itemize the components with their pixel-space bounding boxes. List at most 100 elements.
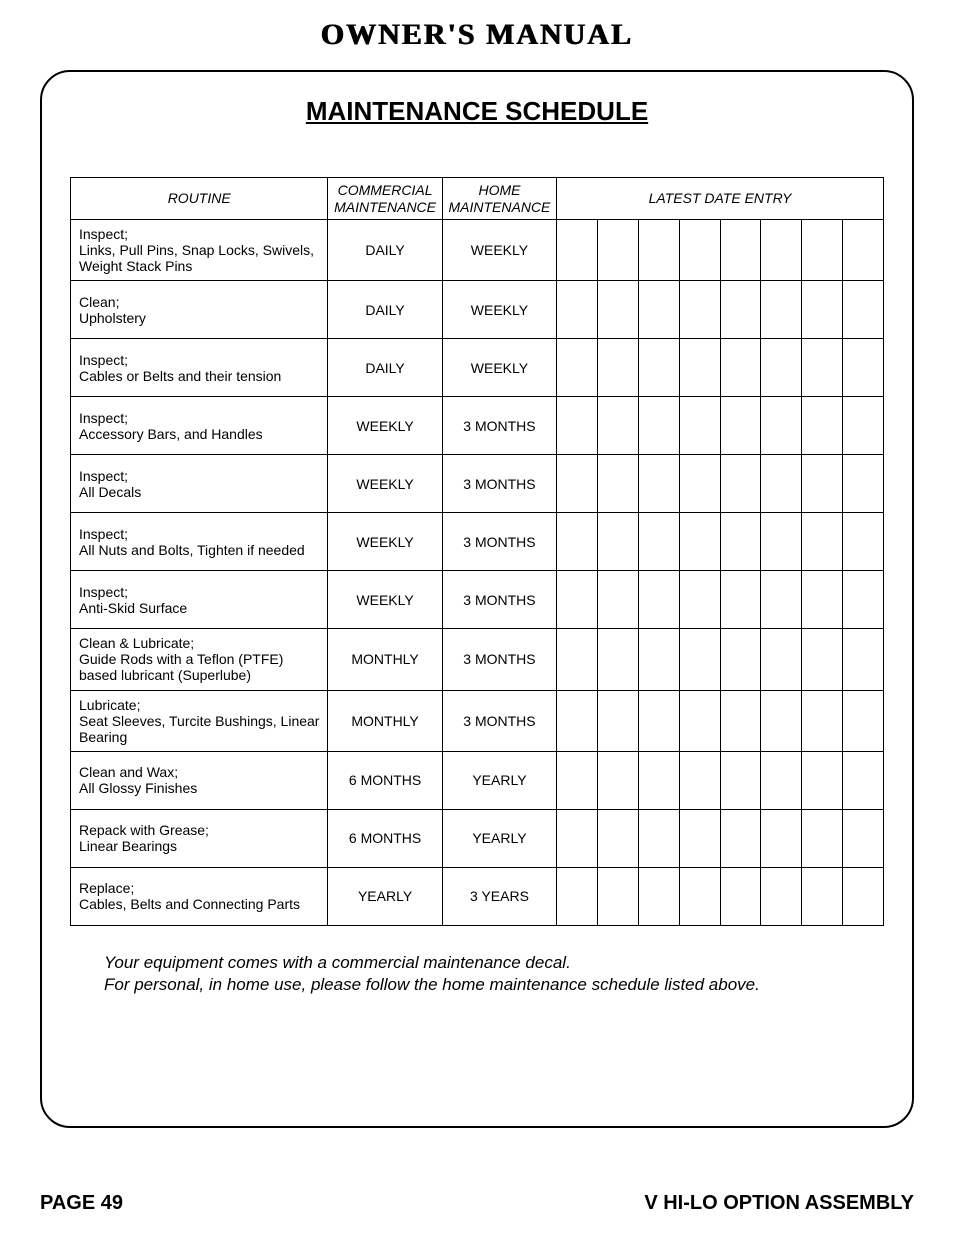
commercial-freq-cell: WEEKLY [328, 397, 442, 455]
date-entry-cell[interactable] [638, 220, 679, 281]
date-entry-cell[interactable] [802, 809, 843, 867]
date-entry-cell[interactable] [679, 809, 720, 867]
date-entry-cell[interactable] [598, 867, 639, 925]
date-entry-cell[interactable] [679, 281, 720, 339]
date-entry-cell[interactable] [638, 397, 679, 455]
date-entry-cell[interactable] [679, 339, 720, 397]
date-entry-cell[interactable] [802, 220, 843, 281]
date-entry-cell[interactable] [679, 455, 720, 513]
routine-action: Inspect; [79, 584, 321, 600]
date-entry-cell[interactable] [679, 513, 720, 571]
date-entry-cell[interactable] [761, 397, 802, 455]
date-entry-cell[interactable] [761, 220, 802, 281]
date-entry-cell[interactable] [720, 455, 761, 513]
date-entry-cell[interactable] [598, 809, 639, 867]
date-entry-cell[interactable] [802, 629, 843, 690]
date-entry-cell[interactable] [843, 751, 884, 809]
date-entry-cell[interactable] [720, 571, 761, 629]
date-entry-cell[interactable] [761, 809, 802, 867]
date-entry-cell[interactable] [720, 629, 761, 690]
date-entry-cell[interactable] [802, 571, 843, 629]
date-entry-cell[interactable] [557, 867, 598, 925]
date-entry-cell[interactable] [761, 339, 802, 397]
date-entry-cell[interactable] [720, 867, 761, 925]
date-entry-cell[interactable] [720, 513, 761, 571]
date-entry-cell[interactable] [843, 513, 884, 571]
date-entry-cell[interactable] [598, 455, 639, 513]
date-entry-cell[interactable] [679, 629, 720, 690]
date-entry-cell[interactable] [802, 513, 843, 571]
date-entry-cell[interactable] [720, 809, 761, 867]
date-entry-cell[interactable] [557, 571, 598, 629]
date-entry-cell[interactable] [761, 455, 802, 513]
date-entry-cell[interactable] [557, 690, 598, 751]
date-entry-cell[interactable] [638, 809, 679, 867]
date-entry-cell[interactable] [761, 690, 802, 751]
date-entry-cell[interactable] [557, 751, 598, 809]
date-entry-cell[interactable] [598, 397, 639, 455]
date-entry-cell[interactable] [638, 455, 679, 513]
date-entry-cell[interactable] [638, 690, 679, 751]
date-entry-cell[interactable] [638, 867, 679, 925]
date-entry-cell[interactable] [638, 281, 679, 339]
date-entry-cell[interactable] [638, 571, 679, 629]
date-entry-cell[interactable] [761, 629, 802, 690]
date-entry-cell[interactable] [638, 629, 679, 690]
date-entry-cell[interactable] [720, 281, 761, 339]
date-entry-cell[interactable] [598, 339, 639, 397]
content-frame: MAINTENANCE SCHEDULE ROUTINE COMMERCIAL … [40, 70, 914, 1128]
date-entry-cell[interactable] [557, 220, 598, 281]
date-entry-cell[interactable] [843, 571, 884, 629]
date-entry-cell[interactable] [638, 513, 679, 571]
date-entry-cell[interactable] [598, 220, 639, 281]
date-entry-cell[interactable] [679, 397, 720, 455]
date-entry-cell[interactable] [720, 220, 761, 281]
date-entry-cell[interactable] [802, 751, 843, 809]
date-entry-cell[interactable] [557, 281, 598, 339]
date-entry-cell[interactable] [598, 629, 639, 690]
date-entry-cell[interactable] [843, 281, 884, 339]
home-freq-cell: WEEKLY [442, 339, 556, 397]
date-entry-cell[interactable] [843, 220, 884, 281]
date-entry-cell[interactable] [843, 339, 884, 397]
date-entry-cell[interactable] [557, 809, 598, 867]
date-entry-cell[interactable] [720, 690, 761, 751]
date-entry-cell[interactable] [557, 339, 598, 397]
date-entry-cell[interactable] [720, 397, 761, 455]
date-entry-cell[interactable] [802, 867, 843, 925]
date-entry-cell[interactable] [802, 281, 843, 339]
date-entry-cell[interactable] [843, 455, 884, 513]
date-entry-cell[interactable] [761, 281, 802, 339]
date-entry-cell[interactable] [679, 867, 720, 925]
date-entry-cell[interactable] [557, 455, 598, 513]
date-entry-cell[interactable] [761, 513, 802, 571]
date-entry-cell[interactable] [802, 455, 843, 513]
date-entry-cell[interactable] [557, 397, 598, 455]
date-entry-cell[interactable] [598, 513, 639, 571]
date-entry-cell[interactable] [761, 867, 802, 925]
date-entry-cell[interactable] [557, 629, 598, 690]
date-entry-cell[interactable] [802, 690, 843, 751]
date-entry-cell[interactable] [843, 629, 884, 690]
date-entry-cell[interactable] [761, 751, 802, 809]
date-entry-cell[interactable] [843, 809, 884, 867]
date-entry-cell[interactable] [843, 867, 884, 925]
date-entry-cell[interactable] [802, 339, 843, 397]
date-entry-cell[interactable] [679, 220, 720, 281]
date-entry-cell[interactable] [598, 751, 639, 809]
date-entry-cell[interactable] [598, 571, 639, 629]
date-entry-cell[interactable] [720, 339, 761, 397]
date-entry-cell[interactable] [843, 690, 884, 751]
date-entry-cell[interactable] [679, 751, 720, 809]
date-entry-cell[interactable] [761, 571, 802, 629]
date-entry-cell[interactable] [802, 397, 843, 455]
date-entry-cell[interactable] [557, 513, 598, 571]
date-entry-cell[interactable] [598, 690, 639, 751]
date-entry-cell[interactable] [679, 571, 720, 629]
date-entry-cell[interactable] [638, 751, 679, 809]
date-entry-cell[interactable] [720, 751, 761, 809]
date-entry-cell[interactable] [679, 690, 720, 751]
date-entry-cell[interactable] [638, 339, 679, 397]
date-entry-cell[interactable] [843, 397, 884, 455]
date-entry-cell[interactable] [598, 281, 639, 339]
